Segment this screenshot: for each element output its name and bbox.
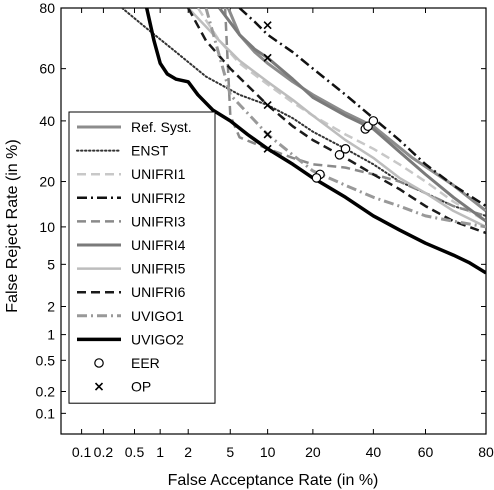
legend-label-uvigo1: UVIGO1 — [131, 308, 184, 324]
legend-label-uvigo2: UVIGO2 — [131, 331, 184, 347]
x-tick-label: 0.5 — [125, 444, 145, 460]
legend-swatch-eer — [94, 358, 104, 368]
series-group — [121, 8, 486, 275]
series-line-unifri6 — [187, 8, 486, 235]
y-tick-label: 80 — [39, 0, 55, 16]
legend-swatch-op — [94, 382, 104, 391]
legend: Ref. Syst. ENST UNIFRI1 UNIFRI2 UNIFRI3 UNIFR… — [68, 111, 216, 404]
legend-label-ref-syst: Ref. Syst. — [131, 119, 192, 135]
legend-label-unifri2: UNIFRI2 — [131, 190, 186, 206]
op-marker — [263, 21, 272, 30]
series-line-ref-syst — [226, 8, 486, 213]
op-marker — [263, 53, 272, 62]
op-marker — [263, 130, 272, 139]
eer-marker — [334, 150, 345, 160]
x-tick-label: 40 — [366, 444, 382, 460]
y-tick-label: 10 — [39, 219, 55, 235]
eer-marker — [368, 116, 379, 126]
legend-label-op: OP — [131, 379, 151, 395]
markers-group — [263, 21, 379, 183]
series-line-unifri3 — [223, 8, 486, 218]
x-tick-label: 1 — [156, 444, 164, 460]
op-marker — [263, 144, 272, 153]
y-tick-label: 0.5 — [36, 352, 56, 368]
series-line-uvigo2 — [144, 8, 486, 275]
legend-label-unifri3: UNIFRI3 — [131, 213, 186, 229]
x-tick-label: 2 — [184, 444, 192, 460]
y-tick-label: 40 — [39, 113, 55, 129]
x-axis-label: False Acceptance Rate (in %) — [168, 472, 379, 489]
legend-label-unifri5: UNIFRI5 — [131, 261, 186, 277]
y-axis-label: False Reject Rate (in %) — [4, 139, 21, 312]
op-marker — [263, 101, 272, 110]
axes: 0.1 0.2 0.5 1 2 5 10 20 40 60 800.10.20.5125102040… — [36, 0, 494, 460]
x-tick-label: 5 — [226, 444, 234, 460]
y-tick-label: 5 — [47, 256, 55, 272]
eer-marker — [311, 173, 322, 183]
series-line-uvigo1 — [204, 8, 486, 229]
legend-label-unifri4: UNIFRI4 — [131, 237, 186, 253]
legend-box — [68, 111, 216, 404]
series-line-unifri1 — [196, 8, 486, 223]
y-tick-label: 0.2 — [36, 383, 56, 399]
y-tick-label: 60 — [39, 61, 55, 77]
legend-label-unifri1: UNIFRI1 — [131, 166, 186, 182]
eer-marker — [340, 144, 351, 154]
x-tick-label: 80 — [478, 444, 494, 460]
y-tick-label: 0.1 — [36, 405, 56, 421]
x-tick-label: 10 — [260, 444, 276, 460]
legend-label-unifri6: UNIFRI6 — [131, 284, 186, 300]
legend-label-enst: ENST — [131, 143, 169, 159]
series-line-unifri4 — [218, 8, 486, 223]
x-tick-label: 20 — [305, 444, 321, 460]
x-tick-label: 0.1 — [72, 444, 92, 460]
series-line-unifri5 — [187, 8, 486, 229]
y-tick-label: 2 — [47, 298, 55, 314]
y-tick-label: 20 — [39, 174, 55, 190]
x-tick-label: 60 — [418, 444, 434, 460]
series-line-unifri2 — [238, 8, 486, 208]
legend-label-eer: EER — [131, 355, 160, 371]
y-tick-label: 1 — [47, 327, 55, 343]
x-tick-label: 0.2 — [94, 444, 114, 460]
